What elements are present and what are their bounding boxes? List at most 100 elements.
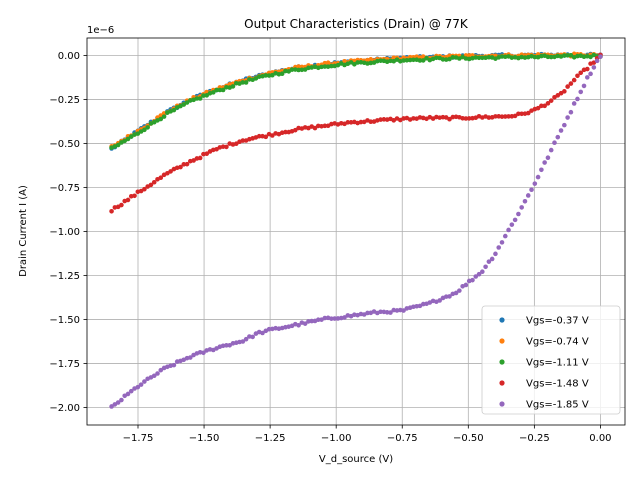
data-point bbox=[568, 81, 574, 86]
data-point bbox=[440, 114, 446, 120]
data-point bbox=[197, 155, 203, 161]
data-point bbox=[598, 54, 603, 59]
data-point bbox=[489, 256, 495, 262]
grid-layer bbox=[87, 38, 625, 425]
data-point bbox=[243, 336, 249, 342]
data-point bbox=[473, 274, 479, 279]
data-point bbox=[214, 87, 219, 93]
data-point bbox=[463, 116, 469, 121]
data-point bbox=[293, 127, 298, 133]
data-point bbox=[539, 103, 544, 109]
data-point bbox=[329, 63, 334, 69]
data-point bbox=[119, 202, 124, 208]
data-point bbox=[220, 144, 226, 149]
data-point bbox=[509, 222, 515, 227]
data-point bbox=[411, 116, 416, 121]
data-point bbox=[512, 217, 518, 223]
data-point bbox=[562, 89, 567, 94]
data-point bbox=[329, 316, 334, 321]
data-point bbox=[178, 164, 183, 170]
data-point bbox=[109, 208, 114, 214]
data-point bbox=[411, 57, 416, 63]
data-point bbox=[145, 125, 150, 130]
data-point bbox=[148, 182, 154, 188]
data-point bbox=[188, 355, 193, 360]
data-point bbox=[453, 290, 459, 296]
data-point bbox=[128, 388, 134, 394]
data-point bbox=[204, 93, 210, 98]
x-tick-label: −1.00 bbox=[321, 433, 352, 444]
data-point bbox=[296, 322, 301, 328]
data-point bbox=[322, 123, 328, 129]
data-point bbox=[270, 133, 275, 138]
data-point bbox=[585, 66, 590, 72]
data-point bbox=[158, 367, 164, 373]
data-point bbox=[135, 131, 141, 136]
data-point bbox=[480, 269, 485, 275]
data-point bbox=[499, 114, 505, 119]
data-point bbox=[516, 111, 521, 117]
data-point bbox=[197, 96, 203, 101]
data-point bbox=[378, 309, 383, 315]
data-point bbox=[125, 136, 131, 142]
data-point bbox=[312, 125, 318, 131]
data-point bbox=[322, 64, 328, 69]
data-point bbox=[243, 80, 249, 85]
data-point bbox=[447, 116, 452, 122]
data-point bbox=[368, 119, 374, 124]
data-point bbox=[404, 58, 410, 63]
data-point bbox=[483, 264, 488, 270]
data-point bbox=[332, 316, 337, 321]
legend-box bbox=[481, 305, 621, 415]
x-axis-label: V_d_source (V) bbox=[319, 454, 393, 465]
data-point bbox=[562, 122, 567, 128]
data-point bbox=[132, 193, 137, 199]
data-point bbox=[210, 90, 216, 95]
data-point bbox=[535, 174, 541, 180]
data-point bbox=[457, 288, 462, 293]
data-point bbox=[289, 67, 295, 72]
data-point bbox=[283, 129, 288, 135]
data-point bbox=[519, 111, 524, 117]
x-tick-label: −0.75 bbox=[387, 433, 418, 444]
data-point bbox=[125, 197, 131, 203]
data-point bbox=[302, 321, 308, 326]
data-point bbox=[115, 142, 121, 148]
data-point bbox=[384, 310, 390, 315]
data-point bbox=[555, 134, 561, 140]
data-point bbox=[493, 114, 498, 119]
chart-title: Output Characteristics (Drain) @ 77K bbox=[244, 17, 469, 31]
data-point bbox=[204, 151, 210, 157]
legend-label: Vgs=-0.37 V bbox=[526, 316, 589, 327]
data-point bbox=[516, 211, 521, 217]
data-point bbox=[437, 298, 442, 303]
data-point bbox=[401, 308, 406, 313]
data-point bbox=[224, 85, 229, 90]
data-point bbox=[532, 181, 538, 186]
data-point bbox=[545, 101, 551, 106]
data-point bbox=[250, 334, 255, 340]
data-point bbox=[115, 400, 121, 405]
data-point bbox=[224, 144, 229, 150]
data-point bbox=[466, 53, 472, 58]
data-point bbox=[217, 87, 223, 93]
legend-label: Vgs=-1.11 V bbox=[526, 358, 589, 369]
data-point bbox=[158, 175, 164, 180]
data-point bbox=[486, 54, 492, 60]
data-point bbox=[542, 103, 547, 109]
data-point bbox=[529, 187, 534, 193]
data-point bbox=[171, 362, 177, 368]
data-point bbox=[161, 114, 167, 119]
data-point bbox=[545, 54, 551, 60]
data-point bbox=[407, 57, 413, 63]
data-point bbox=[548, 98, 554, 103]
data-point bbox=[151, 179, 157, 185]
data-point bbox=[358, 119, 364, 125]
y-tick-label: −1.25 bbox=[49, 271, 80, 282]
data-point bbox=[135, 384, 141, 390]
data-point bbox=[440, 57, 446, 62]
data-point bbox=[506, 227, 511, 233]
data-point bbox=[512, 113, 518, 119]
y-tick-label: −1.75 bbox=[49, 359, 80, 370]
